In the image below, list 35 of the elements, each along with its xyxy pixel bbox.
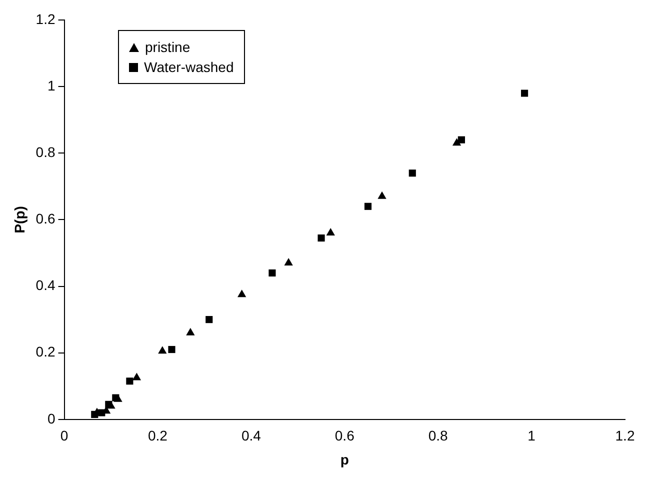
- y-tick-label: 0.6: [36, 210, 56, 227]
- point: [206, 316, 213, 324]
- point: [364, 202, 372, 210]
- y-tick-label: 0.2: [36, 344, 56, 360]
- point: [158, 346, 167, 354]
- point: [284, 258, 293, 266]
- x-tick-label: 0.2: [148, 428, 168, 444]
- x-tick-label: 0.4: [241, 428, 262, 444]
- y-axis-title: P(p): [11, 206, 28, 234]
- point: [408, 170, 416, 177]
- point: [452, 138, 462, 146]
- y-tick-label: 0.4: [36, 277, 56, 294]
- y-tick-label: 0: [47, 410, 56, 426]
- point: [186, 328, 195, 336]
- point: [378, 191, 386, 199]
- point: [318, 234, 325, 242]
- legend-label: Water-washed: [144, 59, 234, 75]
- point: [268, 269, 276, 276]
- point: [521, 90, 528, 97]
- x-tick-label: 1.2: [615, 428, 635, 444]
- x-tick-label: 0.6: [334, 428, 355, 444]
- point: [458, 136, 465, 144]
- y-tick-label: 1: [47, 77, 56, 94]
- point: [326, 228, 335, 236]
- legend-label: pristine: [145, 39, 190, 55]
- y-tick-label: 0.8: [36, 144, 56, 160]
- point: [126, 378, 134, 385]
- point: [132, 372, 142, 380]
- x-tick-label: 1: [528, 428, 536, 444]
- y-tick-label: 1.2: [36, 10, 56, 27]
- point: [238, 290, 246, 298]
- x-tick-label: 0: [60, 428, 68, 444]
- x-axis-title: p: [340, 451, 349, 468]
- point: [168, 346, 176, 354]
- x-tick-label: 0.8: [428, 428, 448, 444]
